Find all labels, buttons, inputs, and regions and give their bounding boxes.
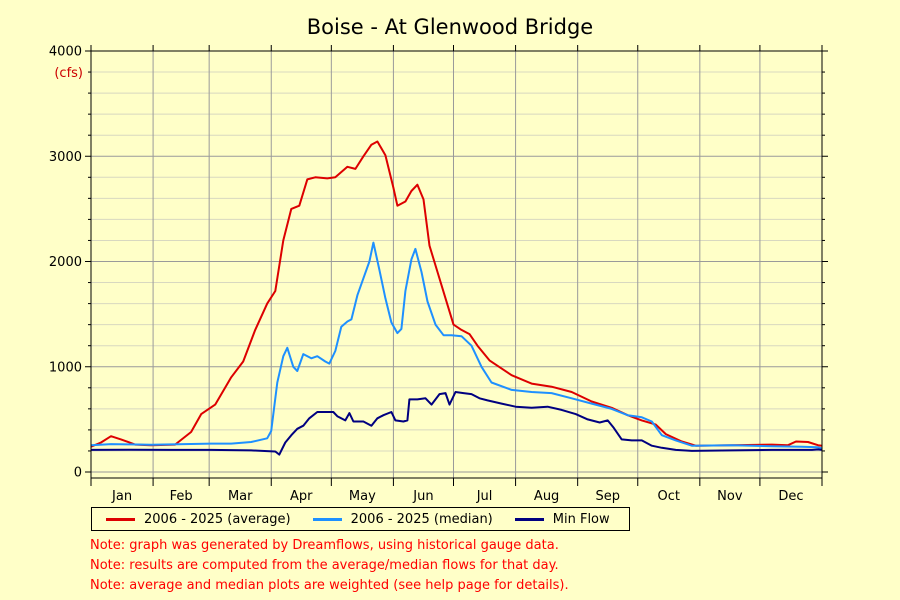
x-tick-label: May <box>349 489 376 504</box>
legend-label-average: 2006 - 2025 (average) <box>144 511 291 527</box>
series-line-1 <box>90 241 823 450</box>
notes: Note: graph was generated by Dreamflows,… <box>90 536 569 596</box>
y-tick-label: 2000 <box>49 255 82 270</box>
x-tick-label: Apr <box>290 489 313 504</box>
y-tick-label: 1000 <box>49 360 82 375</box>
legend-swatch-average <box>106 517 135 521</box>
legend-item-average: 2006 - 2025 (average) <box>106 512 291 527</box>
y-axis-unit-label: (cfs) <box>54 66 83 81</box>
series-layer <box>90 140 823 456</box>
legend-item-min-flow: Min Flow <box>514 511 610 527</box>
legend-label-median: 2006 - 2025 (median) <box>350 511 493 527</box>
x-tick-label: Jun <box>412 489 433 504</box>
axes: 0 1000 2000 3000 4000 Jan Feb Mar Apr May Jun Jul Au… <box>49 45 828 504</box>
x-tick-label: Feb <box>170 489 193 504</box>
series-line-2 <box>90 391 823 456</box>
legend-item-median: 2006 - 2025 (median) <box>312 511 493 527</box>
y-tick-label: 3000 <box>49 150 82 165</box>
plot-frame <box>90 50 823 479</box>
x-tick-label: Sep <box>595 489 620 504</box>
legend: 2006 - 2025 (average) 2006 - 2025 (media… <box>91 507 630 531</box>
x-tick-label: Jan <box>111 489 132 504</box>
chart-title: Boise - At Glenwood Bridge <box>307 15 593 39</box>
note-line: Note: graph was generated by Dreamflows,… <box>90 538 559 553</box>
x-tick-label: Mar <box>228 489 253 504</box>
legend-swatch-median <box>312 517 342 521</box>
legend-swatch-min-flow <box>514 517 544 521</box>
grid <box>91 50 822 478</box>
x-tick-label: Dec <box>778 489 803 504</box>
x-tick-label: Aug <box>534 489 559 504</box>
x-tick-label: Nov <box>717 489 743 504</box>
y-tick-label: 4000 <box>49 45 82 60</box>
x-tick-label: Jul <box>476 489 493 504</box>
y-tick-label: 0 <box>74 466 82 481</box>
note-line: Note: average and median plots are weigh… <box>90 578 569 593</box>
x-tick-label: Oct <box>658 489 680 504</box>
legend-label-min-flow: Min Flow <box>552 511 610 527</box>
series-line-0 <box>90 140 823 448</box>
note-line: Note: results are computed from the aver… <box>90 558 559 573</box>
